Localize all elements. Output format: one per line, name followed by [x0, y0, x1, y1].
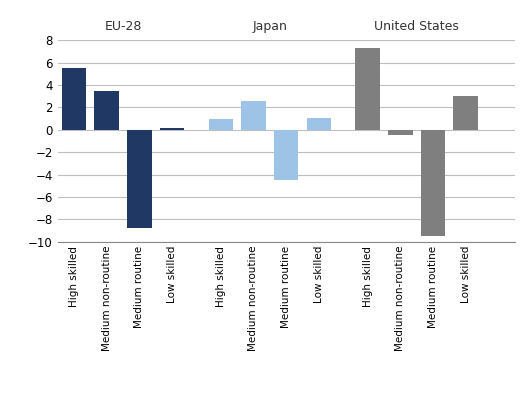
Bar: [307, 118, 331, 130]
Bar: [242, 101, 266, 130]
Text: EU-28: EU-28: [104, 21, 142, 33]
Text: Japan: Japan: [253, 21, 287, 33]
Bar: [62, 68, 86, 130]
Bar: [127, 130, 152, 229]
Text: United States: United States: [374, 21, 459, 33]
Bar: [421, 130, 445, 236]
Bar: [208, 118, 233, 130]
Bar: [453, 96, 478, 130]
Bar: [355, 48, 380, 130]
Bar: [160, 128, 184, 130]
Bar: [274, 130, 298, 180]
Bar: [388, 130, 413, 135]
Bar: [94, 91, 119, 130]
